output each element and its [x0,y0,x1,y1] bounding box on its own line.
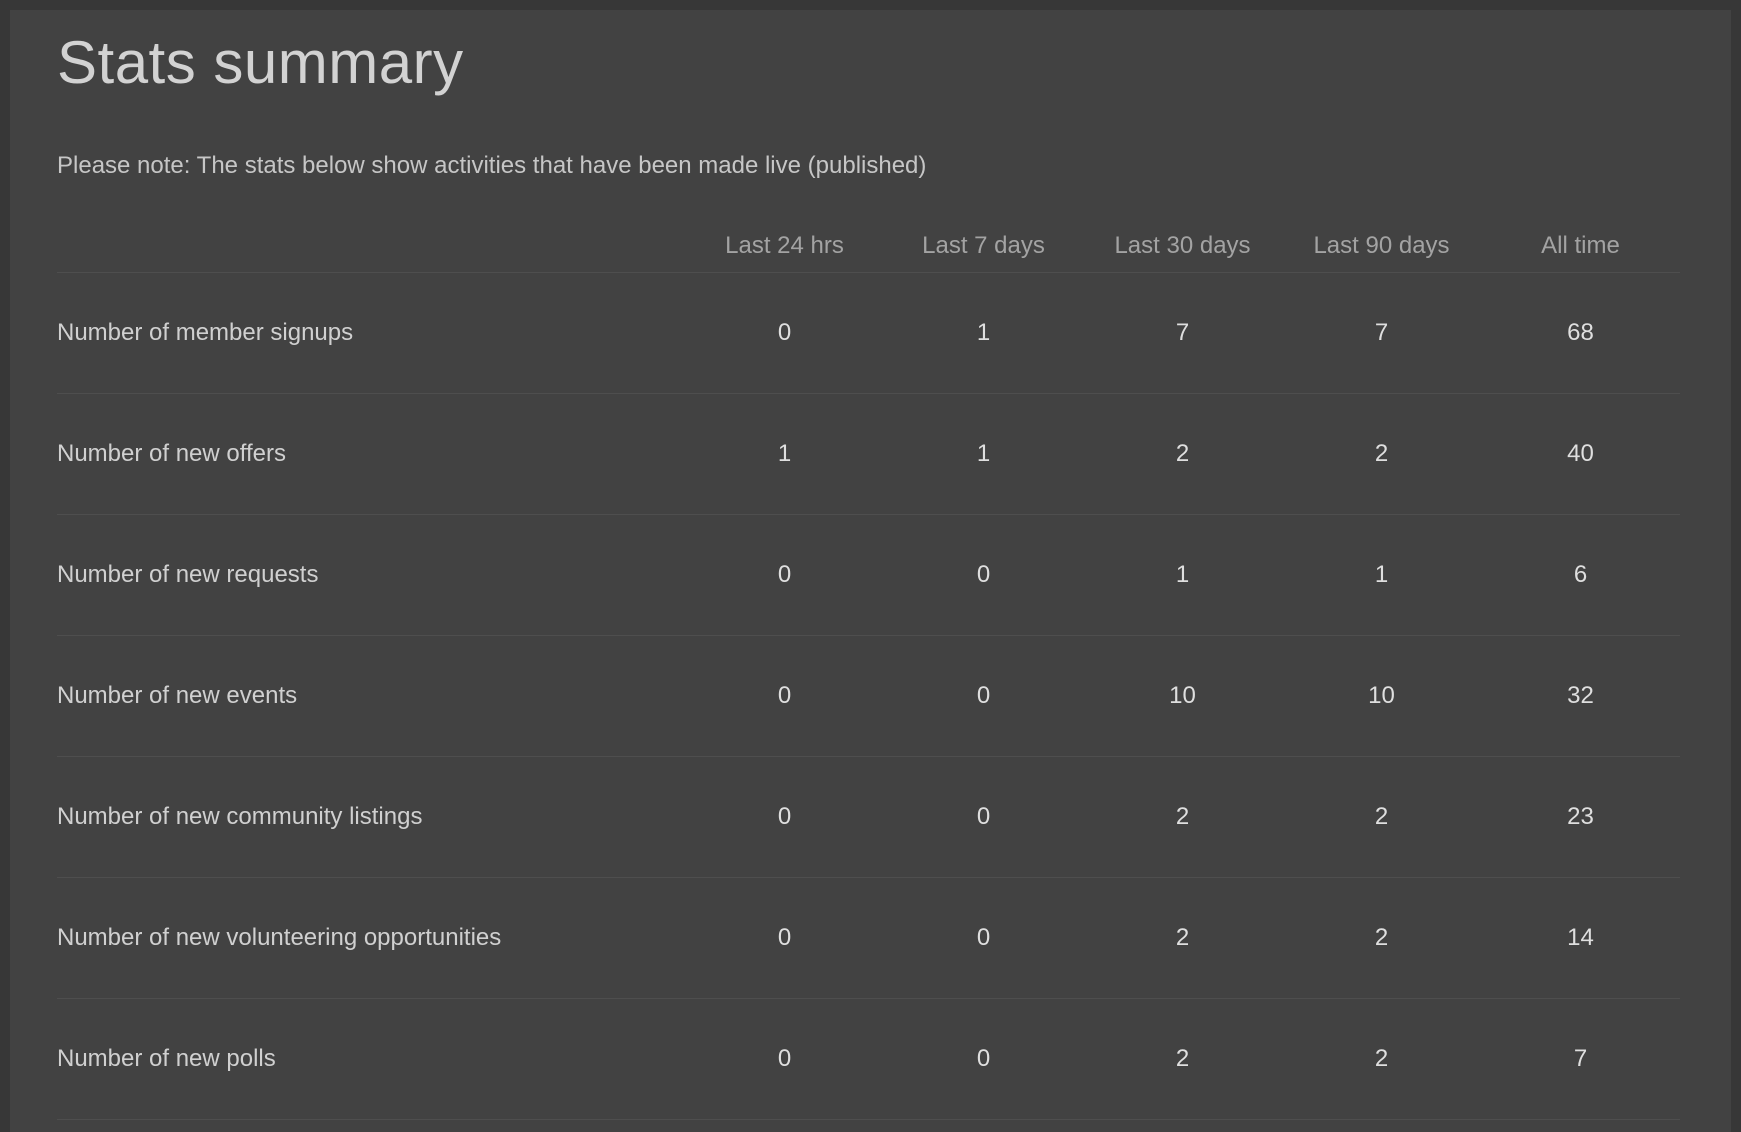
table-row-new-community-listings: Number of new community listings 0 0 2 2… [57,756,1680,878]
row-label: Number of new offers [57,393,685,515]
row-label: Number of member signups [57,272,685,394]
row-label: Number of new community listings [57,756,685,878]
stat-value: 2 [1282,877,1481,999]
table-row-new-polls: Number of new polls 0 0 2 2 7 [57,998,1680,1120]
stat-value: 0 [884,756,1083,878]
stat-value: 1 [884,272,1083,394]
stat-value: 1 [1083,514,1282,636]
stat-value: 14 [1481,877,1680,999]
stat-value: 2 [1282,998,1481,1120]
stat-value: 1 [884,393,1083,515]
stat-value: 0 [685,514,884,636]
stats-panel: Stats summary Please note: The stats bel… [10,10,1731,1132]
stat-value: 0 [884,635,1083,757]
table-row-new-events: Number of new events 0 0 10 10 32 [57,635,1680,757]
table-row-new-offers: Number of new offers 1 1 2 2 40 [57,393,1680,515]
stats-table-header-row: Last 24 hrs Last 7 days Last 30 days Las… [57,220,1680,273]
table-row-new-requests: Number of new requests 0 0 1 1 6 [57,514,1680,636]
row-label: Number of new volunteering opportunities [57,877,685,999]
stat-value: 1 [685,393,884,515]
stat-value: 0 [685,998,884,1120]
stat-value: 0 [685,635,884,757]
header-empty-cell [57,220,685,273]
row-label: Number of new events [57,635,685,757]
stat-value: 0 [884,877,1083,999]
stat-value: 23 [1481,756,1680,878]
stats-table: Last 24 hrs Last 7 days Last 30 days Las… [57,220,1680,1120]
stat-value: 32 [1481,635,1680,757]
stat-value: 0 [685,877,884,999]
column-header-last-7-days: Last 7 days [884,220,1083,273]
table-row-new-volunteering-opportunities: Number of new volunteering opportunities… [57,877,1680,999]
column-header-last-30-days: Last 30 days [1083,220,1282,273]
row-label: Number of new requests [57,514,685,636]
stat-value: 0 [685,756,884,878]
row-label: Number of new polls [57,998,685,1120]
stat-value: 68 [1481,272,1680,394]
stat-value: 2 [1083,998,1282,1120]
stat-value: 7 [1083,272,1282,394]
stat-value: 7 [1481,998,1680,1120]
stat-value: 2 [1083,756,1282,878]
stat-value: 6 [1481,514,1680,636]
column-header-all-time: All time [1481,220,1680,273]
stat-value: 10 [1282,635,1481,757]
column-header-last-90-days: Last 90 days [1282,220,1481,273]
stat-value: 0 [884,514,1083,636]
stat-value: 40 [1481,393,1680,515]
stat-value: 7 [1282,272,1481,394]
stat-value: 0 [884,998,1083,1120]
page-title: Stats summary [57,29,464,96]
stat-value: 10 [1083,635,1282,757]
stat-value: 1 [1282,514,1481,636]
stat-value: 2 [1282,393,1481,515]
stat-value: 2 [1083,393,1282,515]
stat-value: 0 [685,272,884,394]
stat-value: 2 [1083,877,1282,999]
column-header-last-24-hrs: Last 24 hrs [685,220,884,273]
stat-value: 2 [1282,756,1481,878]
published-stats-note: Please note: The stats below show activi… [57,152,927,179]
table-row-member-signups: Number of member signups 0 1 7 7 68 [57,272,1680,394]
